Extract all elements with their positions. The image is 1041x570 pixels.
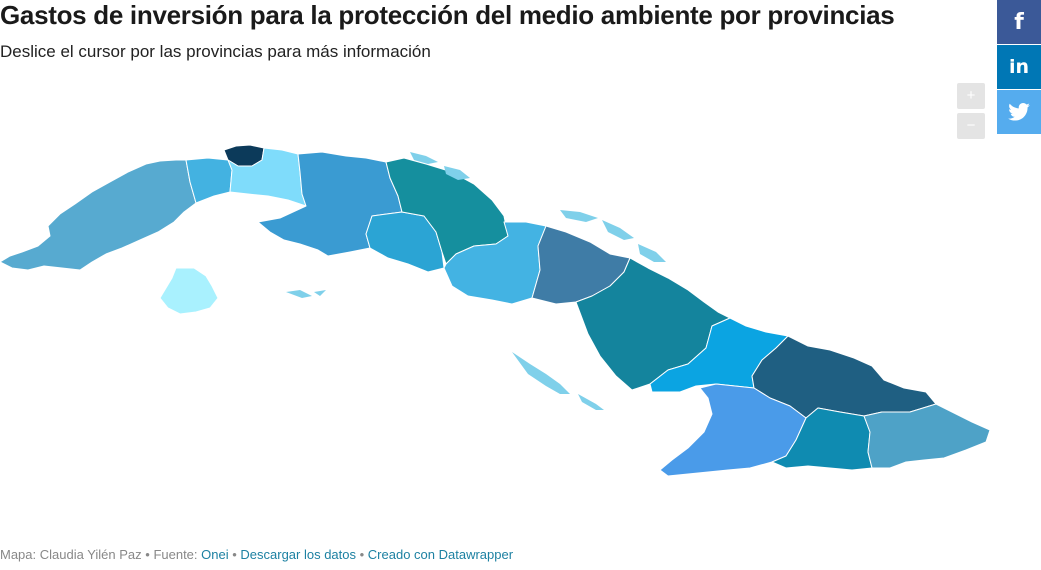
province-pinar-del-rio[interactable] [0, 159, 197, 271]
twitter-share-button[interactable] [997, 90, 1041, 134]
facebook-icon: f [1014, 9, 1024, 35]
facebook-share-button[interactable]: f [997, 0, 1041, 44]
page-subtitle: Deslice el cursor por las provincias par… [0, 42, 431, 61]
page-title: Gastos de inversión para la protección d… [0, 0, 895, 30]
download-data-link[interactable]: Descargar los datos [240, 547, 357, 562]
zoom-in-button[interactable]: + [957, 83, 985, 109]
linkedin-icon: in [1008, 56, 1030, 78]
province-guantanamo[interactable] [863, 403, 991, 469]
source-link[interactable]: Onei [201, 547, 229, 562]
footer-source-label: Fuente: [153, 547, 202, 562]
footer-separator: • [228, 547, 241, 562]
footer-separator: • [141, 547, 154, 562]
province-santiago-de-cuba[interactable] [771, 407, 873, 471]
linkedin-share-button[interactable]: in [997, 45, 1041, 89]
footer-separator: • [356, 547, 368, 562]
zoom-controls: + − [957, 83, 985, 143]
footer-author: Mapa: Claudia Yilén Paz [0, 547, 142, 562]
cuba-map [0, 144, 991, 477]
twitter-icon [1008, 103, 1030, 121]
zoom-out-button[interactable]: − [957, 113, 985, 139]
province-granma[interactable] [659, 383, 807, 477]
province-matanzas[interactable] [257, 151, 403, 257]
province-isla-de-la-juventud[interactable] [159, 267, 219, 315]
cays [286, 152, 666, 410]
datawrapper-link[interactable]: Creado con Datawrapper [367, 547, 514, 562]
footer: Mapa: Claudia Yilén Paz • Fuente: Onei •… [0, 547, 513, 562]
share-bar: f in [997, 0, 1041, 135]
